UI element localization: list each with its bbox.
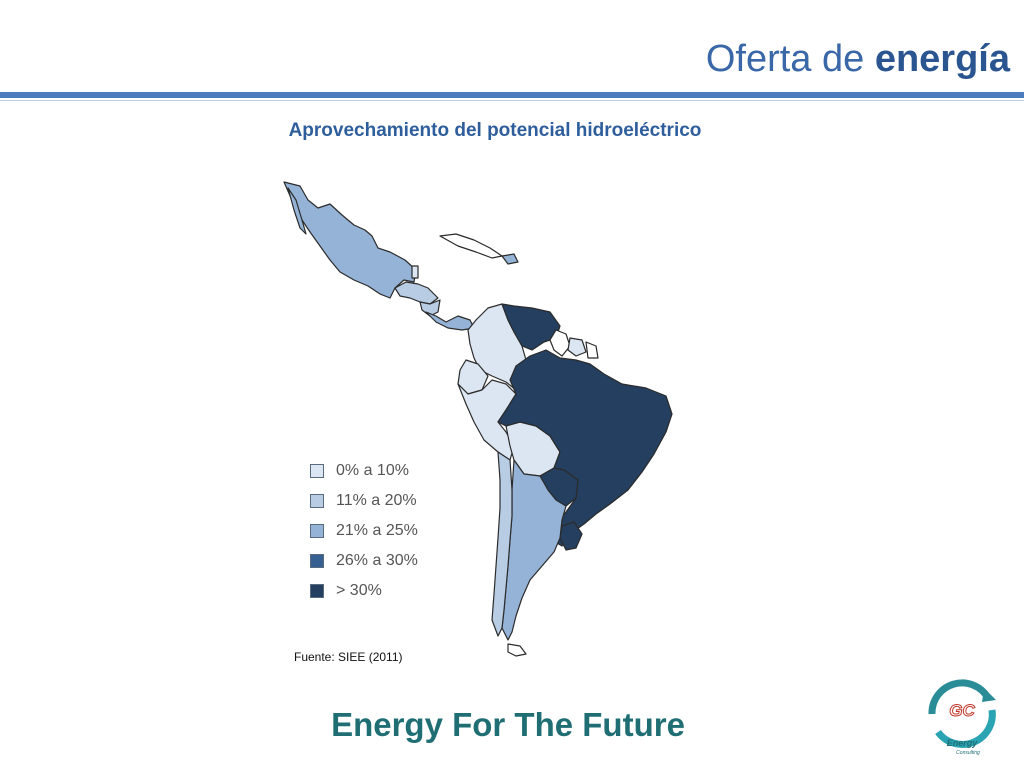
legend-item: 11% a 20% <box>310 486 418 516</box>
chile-region <box>491 451 513 637</box>
logo-caption: Energy <box>947 738 979 748</box>
legend-label: 0% a 10% <box>336 462 409 479</box>
title-regular: Oferta de <box>705 38 865 80</box>
legend-swatch <box>310 584 324 598</box>
title-rule <box>0 92 1024 98</box>
french-guiana-region <box>585 341 599 359</box>
brazil-region <box>497 349 673 547</box>
legend-label: 11% a 20% <box>336 492 417 509</box>
company-logo: GC Energy Consulting <box>928 679 996 756</box>
legend-swatch <box>310 494 324 508</box>
map-subtitle: Aprovechamiento del potencial hidroeléct… <box>288 120 702 141</box>
footer-tagline: Energy For The Future <box>331 706 685 743</box>
logo-arc-top-icon <box>928 679 992 715</box>
legend-swatch <box>310 464 324 478</box>
legend-swatch <box>310 554 324 568</box>
legend-item: > 30% <box>310 576 418 606</box>
legend-label: 21% a 25% <box>336 522 418 539</box>
tierra-del-fuego-region <box>507 643 527 657</box>
cuba-region <box>439 233 503 259</box>
mexico-region <box>283 181 417 299</box>
suriname-region <box>567 337 587 357</box>
legend-swatch <box>310 524 324 538</box>
latin-america-map <box>283 181 673 657</box>
legend-item: 21% a 25% <box>310 516 418 546</box>
source-note: Fuente: SIEE (2011) <box>294 650 403 664</box>
peru-region <box>457 379 517 461</box>
logo-arrow-icon <box>982 688 996 702</box>
hispaniola-region <box>501 253 519 265</box>
legend-item: 26% a 30% <box>310 546 418 576</box>
guyana-region <box>549 329 571 357</box>
logo-caption-small: Consulting <box>956 750 980 756</box>
central-america-mid-region <box>419 299 441 317</box>
legend-label: 26% a 30% <box>336 552 418 569</box>
belize-region <box>411 265 419 279</box>
title-rule-thin <box>0 100 1024 101</box>
title-bold: energía <box>874 38 1010 80</box>
legend-label: > 30% <box>336 582 382 599</box>
central-america-north-region <box>394 281 439 305</box>
legend-item: 0% a 10% <box>310 456 418 486</box>
logo-text: GC <box>949 701 975 720</box>
logo-arc-bottom-icon <box>935 709 996 748</box>
central-america-south-region <box>425 311 475 331</box>
map-legend: 0% a 10% 11% a 20% 21% a 25% 26% a 30% >… <box>310 456 418 606</box>
baja-california-region <box>287 187 307 235</box>
slide-title: Oferta de energía <box>706 38 1010 81</box>
